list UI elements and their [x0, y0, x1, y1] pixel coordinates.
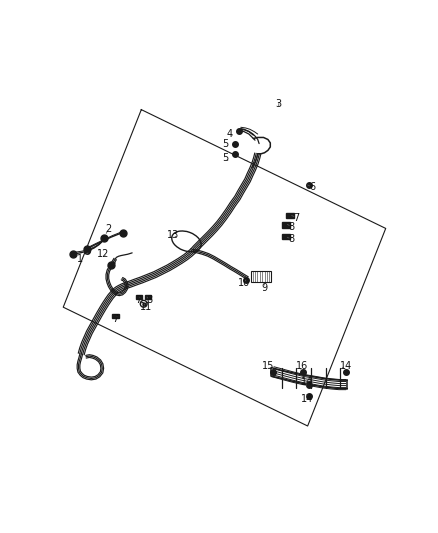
Text: 15: 15 — [262, 361, 274, 371]
Text: 2: 2 — [105, 224, 112, 234]
Bar — [286, 213, 294, 218]
Text: 16: 16 — [297, 361, 309, 371]
Text: 5: 5 — [222, 139, 228, 149]
Text: 1: 1 — [77, 253, 88, 264]
Text: 7: 7 — [292, 213, 300, 223]
Text: 14: 14 — [300, 377, 313, 387]
Text: 7: 7 — [135, 295, 141, 305]
Bar — [282, 222, 290, 228]
Text: 9: 9 — [261, 283, 268, 293]
Text: 3: 3 — [276, 99, 282, 109]
Text: 6: 6 — [307, 182, 315, 192]
Text: 8: 8 — [146, 295, 152, 305]
Text: 12: 12 — [97, 249, 109, 259]
Text: 13: 13 — [167, 230, 179, 239]
Bar — [145, 295, 152, 300]
Text: 11: 11 — [140, 302, 152, 312]
Bar — [251, 271, 271, 282]
Text: 8: 8 — [287, 222, 295, 232]
Text: 14: 14 — [300, 394, 313, 404]
Bar — [282, 234, 290, 239]
Bar — [135, 295, 142, 300]
Text: 14: 14 — [340, 361, 352, 371]
Text: 10: 10 — [238, 278, 250, 288]
Text: 8: 8 — [287, 235, 295, 244]
Bar — [113, 313, 119, 318]
Text: 5: 5 — [222, 153, 228, 163]
Text: 4: 4 — [226, 129, 233, 139]
Text: 7: 7 — [112, 314, 118, 325]
